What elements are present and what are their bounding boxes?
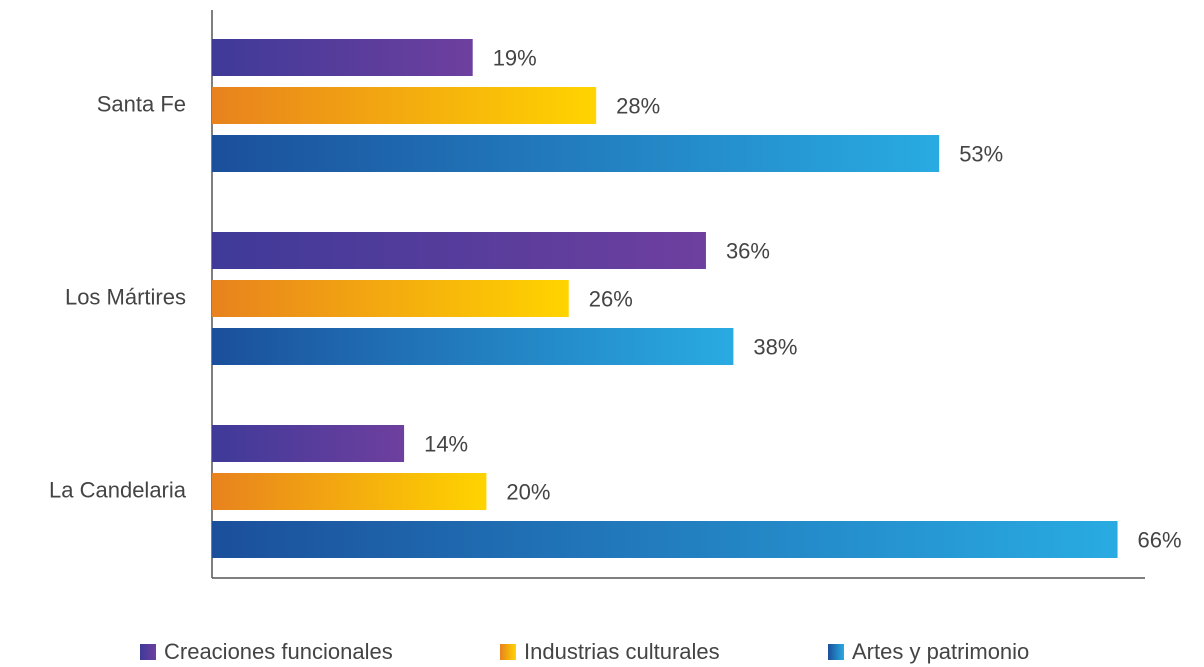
y-tick-label: La Candelaria: [49, 477, 187, 502]
data-label: 28%: [616, 93, 660, 118]
legend-swatch: [140, 644, 156, 660]
bar: [212, 39, 473, 76]
legend-label: Artes y patrimonio: [852, 639, 1029, 664]
bar: [212, 328, 734, 365]
bar: [212, 232, 706, 269]
legend-swatch: [500, 644, 516, 660]
bar: [212, 473, 487, 510]
bar: [212, 135, 940, 172]
bar: [212, 87, 597, 124]
bar: [212, 425, 405, 462]
bar: [212, 521, 1118, 558]
data-label: 14%: [424, 431, 468, 456]
data-label: 53%: [959, 141, 1003, 166]
legend-label: Creaciones funcionales: [164, 639, 393, 664]
data-label: 26%: [589, 286, 633, 311]
bar: [212, 280, 569, 317]
y-tick-label: Los Mártires: [65, 284, 186, 309]
data-label: 66%: [1138, 527, 1182, 552]
data-label: 38%: [753, 334, 797, 359]
legend-label: Industrias culturales: [524, 639, 720, 664]
data-label: 20%: [506, 479, 550, 504]
y-tick-label: Santa Fe: [97, 91, 186, 116]
data-label: 36%: [726, 238, 770, 263]
data-label: 19%: [493, 45, 537, 70]
legend-swatch: [828, 644, 844, 660]
